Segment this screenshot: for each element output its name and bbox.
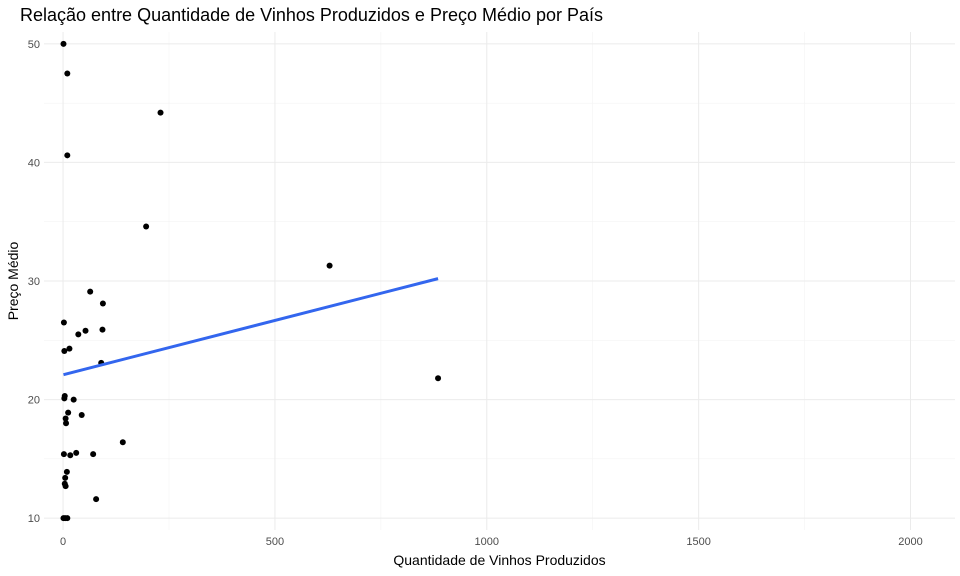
- chart-title: Relação entre Quantidade de Vinhos Produ…: [20, 5, 603, 25]
- data-point: [93, 496, 100, 503]
- data-point: [62, 415, 69, 422]
- data-point: [61, 395, 68, 402]
- y-tick-label: 20: [28, 395, 40, 407]
- data-point: [435, 375, 442, 382]
- data-point: [73, 449, 80, 456]
- major-gridlines: [44, 32, 955, 530]
- data-point: [60, 451, 67, 458]
- x-tick-label: 1000: [475, 536, 499, 548]
- x-tick-label: 0: [60, 536, 66, 548]
- y-tick-label: 10: [28, 513, 40, 525]
- y-tick-label: 30: [28, 276, 40, 288]
- data-point: [65, 409, 72, 416]
- data-point: [64, 152, 71, 159]
- data-point: [82, 327, 89, 334]
- data-point: [61, 347, 68, 354]
- data-point: [119, 439, 126, 446]
- data-point: [60, 40, 67, 47]
- data-point: [99, 300, 106, 307]
- data-point: [87, 288, 94, 295]
- data-point: [75, 331, 82, 338]
- data-point: [66, 345, 73, 352]
- y-tick-label: 50: [28, 39, 40, 51]
- data-point: [62, 474, 69, 481]
- data-point: [70, 396, 77, 403]
- data-point: [326, 262, 333, 269]
- data-point: [67, 452, 74, 459]
- y-axis-ticks: 10 20 30 40 50: [28, 39, 40, 525]
- x-tick-label: 2000: [898, 536, 922, 548]
- y-tick-label: 40: [28, 157, 40, 169]
- data-point: [157, 109, 164, 116]
- x-axis-title: Quantidade de Vinhos Produzidos: [393, 552, 605, 568]
- data-point: [143, 223, 150, 230]
- x-tick-label: 1500: [686, 536, 710, 548]
- data-points: [60, 40, 442, 522]
- data-point: [63, 468, 70, 475]
- data-point: [63, 420, 70, 427]
- x-tick-label: 500: [266, 536, 284, 548]
- trend-line: [63, 277, 439, 377]
- data-point: [78, 411, 85, 418]
- data-point: [64, 70, 71, 77]
- trend-line-group: [63, 277, 439, 377]
- data-point: [90, 451, 97, 458]
- y-axis-title: Preço Médio: [5, 241, 21, 320]
- data-point: [99, 326, 106, 333]
- data-point: [62, 483, 69, 490]
- data-point: [60, 319, 67, 326]
- data-point: [64, 515, 71, 522]
- x-axis-ticks: 0 500 1000 1500 2000: [60, 536, 923, 548]
